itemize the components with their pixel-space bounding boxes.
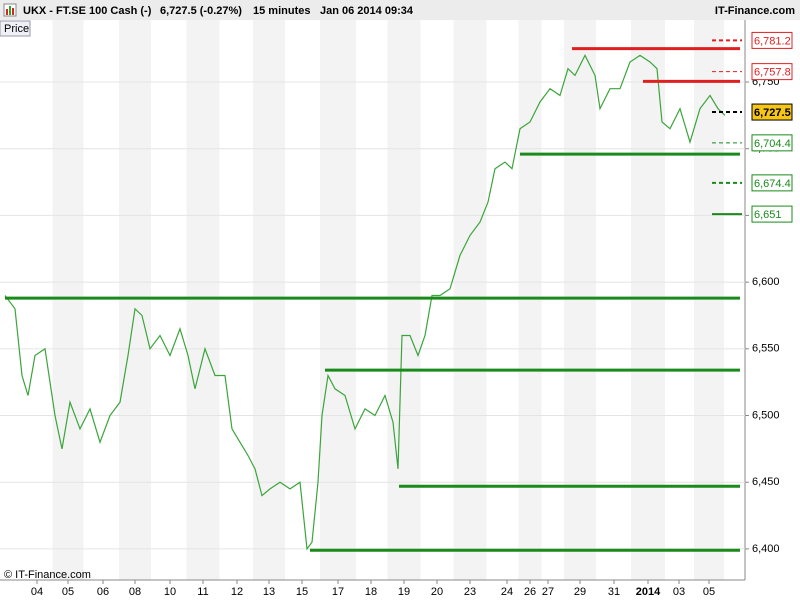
marker-label: 6,727.5 [754, 107, 791, 119]
x-tick-label: 23 [464, 586, 476, 598]
price-tab[interactable] [0, 20, 31, 37]
price: 6,727.5 (-0.27%) [160, 5, 242, 17]
x-tick-label: 15 [296, 586, 308, 598]
x-tick-label: 27 [542, 586, 554, 598]
x-tick-label: 19 [398, 586, 410, 598]
day-band [320, 20, 356, 580]
marker-label: 6,674.4 [754, 178, 791, 190]
day-band [52, 20, 84, 580]
x-tick-label: 03 [673, 586, 685, 598]
marker-box [751, 31, 793, 49]
price-line [4, 54, 726, 551]
day-band [387, 20, 421, 580]
logo-bar [9, 6, 11, 15]
marker-box [751, 134, 793, 152]
y-tick-label: 6,500 [752, 409, 780, 421]
x-tick-label: 2014 [636, 586, 661, 598]
brand: IT-Finance.com [715, 5, 795, 17]
marker-box [751, 63, 793, 81]
x-tick-label: 05 [703, 586, 715, 598]
marker-label: 6,704.4 [754, 138, 791, 150]
x-tick-label: 12 [231, 586, 243, 598]
x-tick-label: 18 [365, 586, 377, 598]
y-tick-label: 6,450 [752, 476, 780, 488]
x-tick-label: 24 [501, 586, 513, 598]
x-tick-label: 10 [164, 586, 176, 598]
day-band [453, 20, 487, 580]
y-tick-label: 6,400 [752, 543, 780, 555]
x-tick-label: 11 [197, 586, 208, 598]
day-band [564, 20, 596, 580]
marker-label: 6,757.8 [754, 67, 791, 79]
x-tick-label: 17 [332, 586, 344, 598]
interval: 15 minutes [253, 5, 310, 17]
marker-box [751, 174, 793, 192]
y-tick-label: 6,550 [752, 343, 780, 355]
marker-box [751, 205, 793, 223]
day-band [186, 20, 220, 580]
x-tick-label: 13 [263, 586, 275, 598]
y-tick-label: 6,600 [752, 276, 780, 288]
x-tick-label: 29 [574, 586, 586, 598]
symbol: UKX - FT.SE 100 Cash (-) [23, 5, 152, 17]
x-tick-label: 08 [129, 586, 141, 598]
marker-label: 6,781.2 [754, 35, 791, 47]
day-band [253, 20, 285, 580]
x-tick-label: 31 [608, 586, 620, 598]
x-tick-label: 20 [431, 586, 443, 598]
day-band [119, 20, 151, 580]
day-band [518, 20, 542, 580]
footer: © IT-Finance.com [4, 569, 91, 581]
price-tab-label: Price [4, 23, 29, 35]
x-tick-label: 26 [524, 586, 536, 598]
datetime: Jan 06 2014 09:34 [320, 5, 414, 17]
x-tick-label: 06 [97, 586, 109, 598]
day-band [694, 20, 724, 580]
x-tick-label: 04 [31, 586, 43, 598]
logo-bar [12, 8, 14, 15]
marker-label: 6,651 [754, 209, 782, 221]
marker-box [751, 103, 793, 121]
logo-bar [6, 9, 8, 15]
header-bar [0, 0, 800, 20]
x-tick-label: 05 [62, 586, 74, 598]
